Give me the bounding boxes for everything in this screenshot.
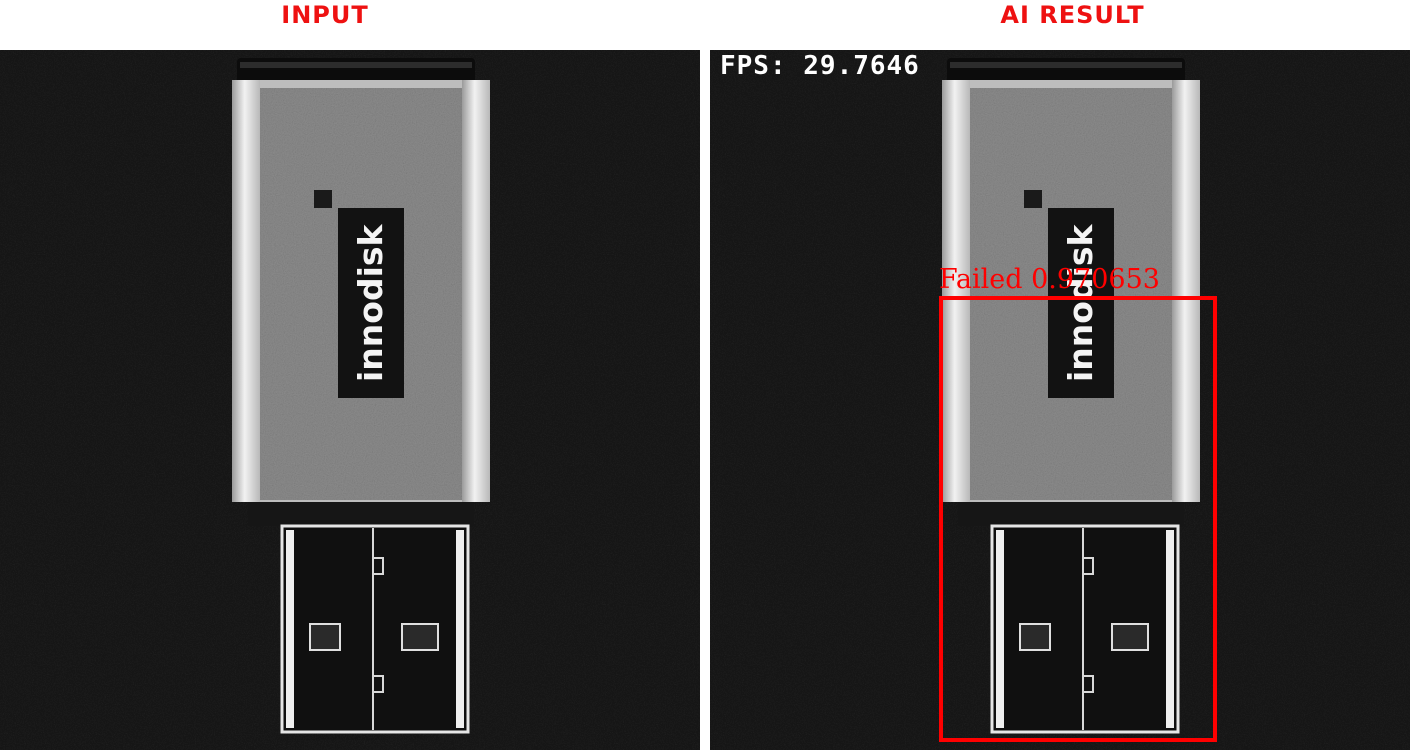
fps-readout: FPS: 29.7646 — [720, 51, 920, 81]
input-image-panel — [0, 50, 700, 750]
input-usb-image — [0, 50, 700, 750]
input-panel-title: INPUT — [281, 1, 369, 29]
detection-label: Failed 0.970653 — [939, 264, 1160, 295]
detection-bounding-box — [939, 296, 1217, 742]
result-panel-title: AI RESULT — [1000, 1, 1145, 29]
result-image-panel: FPS: 29.7646 Failed 0.970653 — [710, 50, 1410, 750]
